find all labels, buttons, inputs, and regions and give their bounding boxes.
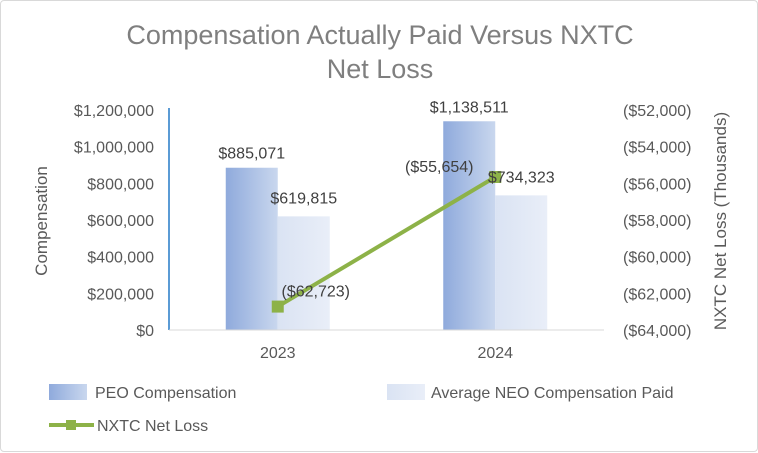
y2-tick-label: ($56,000) xyxy=(623,176,692,193)
legend-label-neo: Average NEO Compensation Paid xyxy=(431,385,674,402)
data-labels: $885,071 $1,138,511 $619,815 $734,323 ($62,7… xyxy=(218,99,554,300)
bar-neo-compensation xyxy=(277,216,330,330)
y-tick-label: $800,000 xyxy=(87,176,154,193)
data-label-net-loss: ($62,723) xyxy=(282,284,351,301)
y-tick-label: $600,000 xyxy=(87,213,154,230)
net-loss-marker xyxy=(271,300,284,313)
y2-tick-label: ($52,000) xyxy=(623,103,692,120)
y-tick-label: $1,000,000 xyxy=(74,140,154,157)
data-label-net-loss: ($55,654) xyxy=(405,159,474,176)
y2-tick-label: ($60,000) xyxy=(623,250,692,267)
x-axis-ticks: 2023 2024 xyxy=(260,345,513,362)
net-loss-marker xyxy=(489,170,502,183)
y-tick-label: $400,000 xyxy=(87,250,154,267)
legend: PEO Compensation Average NEO Compensatio… xyxy=(49,384,674,435)
legend-swatch-peo xyxy=(49,384,87,400)
chart-title-line-2: Net Loss xyxy=(327,54,434,84)
y2-axis-title: NXTC Net Loss (Thousands) xyxy=(711,112,730,330)
bar-peo-compensation xyxy=(225,167,278,330)
y2-tick-label: ($54,000) xyxy=(623,140,692,157)
line-series xyxy=(271,170,502,313)
x-tick-label: 2024 xyxy=(477,345,513,362)
legend-swatch-net-loss-marker xyxy=(66,420,76,430)
net-loss-line xyxy=(276,175,497,309)
legend-label-net-loss: NXTC Net Loss xyxy=(97,418,208,435)
legend-label-peo: PEO Compensation xyxy=(95,385,236,402)
data-label-peo: $885,071 xyxy=(218,146,285,163)
y-axis-title: Compensation xyxy=(32,166,51,276)
y2-tick-label: ($64,000) xyxy=(623,323,692,340)
data-label-peo: $1,138,511 xyxy=(430,99,509,116)
axes xyxy=(168,108,604,331)
x-tick-label: 2023 xyxy=(260,345,296,362)
chart-title-line-1: Compensation Actually Paid Versus NXTC xyxy=(126,20,633,50)
legend-swatch-neo xyxy=(387,384,425,400)
y2-tick-label: ($58,000) xyxy=(623,213,692,230)
bar-series xyxy=(225,121,548,330)
data-label-neo: $619,815 xyxy=(270,190,337,207)
bar-neo-compensation xyxy=(495,195,548,330)
y2-tick-label: ($62,000) xyxy=(623,286,692,303)
bar-peo-compensation xyxy=(443,121,496,330)
y-axis-ticks: $0 $200,000 $400,000 $600,000 $800,000 $1,000… xyxy=(74,103,154,340)
y2-axis-ticks: ($64,000) ($62,000) ($60,000) ($58,000) ($56… xyxy=(623,103,692,340)
y-tick-label: $0 xyxy=(136,323,154,340)
y-tick-label: $1,200,000 xyxy=(74,103,154,120)
data-label-neo: $734,323 xyxy=(488,169,555,186)
y-tick-label: $200,000 xyxy=(87,286,154,303)
